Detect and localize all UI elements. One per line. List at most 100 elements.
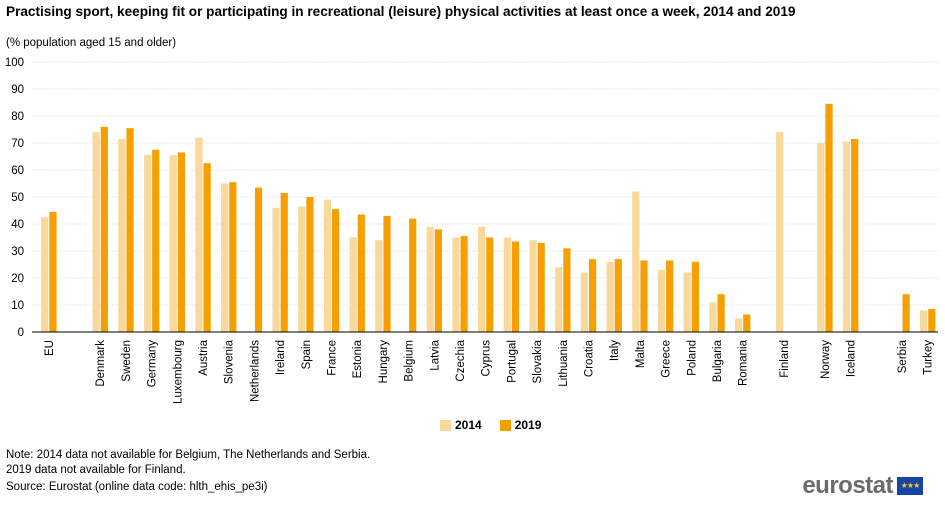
bar-2014-iceland [842,141,851,332]
y-tick-label: 50 [11,192,24,204]
bar-2014-denmark [92,132,100,332]
bar-2014-turkey [920,310,928,332]
legend-item-2014: 2014 [440,418,482,432]
bar-2019-ireland [280,192,288,332]
y-tick-label: 100 [5,57,24,69]
x-tick-label: Slovakia [532,339,544,383]
x-tick-label: Luxembourg [172,340,184,404]
bar-2014-hungary [375,240,383,332]
bar-2019-slovenia [229,182,237,332]
bar-2019-romania [743,314,751,332]
y-tick-label: 30 [11,246,24,258]
bar-2014-germany [143,155,152,332]
y-tick-label: 80 [11,111,24,123]
bar-2019-norway [825,103,833,332]
bar-2014-lithuania [555,267,563,332]
bar-2014-luxembourg [169,155,177,332]
x-tick-label: Poland [686,340,698,376]
x-tick-label: Malta [635,339,647,368]
y-tick-label: 20 [11,273,24,285]
x-axis-labels: EU Denmark Sweden Germany Luxembourg Austria S… [44,339,935,404]
bar-2019-france [332,209,340,332]
x-tick-label: Sweden [121,340,133,382]
bar-2014-bulgaria [709,302,717,332]
x-tick-label: Romania [738,339,750,386]
eu-flag-icon: ★★★ [897,477,923,495]
y-tick-label: 10 [11,300,24,312]
legend-swatch-2019 [499,419,511,431]
bar-2014-croatia [580,272,589,332]
y-tick-label: 70 [11,138,24,150]
bar-2019-hungary [383,215,391,332]
x-tick-label: Denmark [95,340,107,387]
x-tick-label: Lithuania [558,339,570,386]
bar-2019-bulgaria [717,294,725,332]
x-tick-label: Spain [301,340,313,369]
notes: Note: 2014 data not available for Belgiu… [6,448,370,478]
bar-2019-portugal [511,241,520,332]
bar-2014-portugal [503,237,511,332]
bar-2019-eu [49,211,57,332]
bar-2014-norway [817,143,825,332]
x-tick-label: Turkey [923,340,935,375]
bar-2014-cyprus [478,226,486,332]
x-tick-label: Norway [820,340,832,379]
legend-item-2019: 2019 [499,418,542,432]
bar-2019-belgium [409,218,417,332]
x-tick-label: Latvia [429,339,441,370]
x-tick-label: Netherlands [249,340,261,402]
bar-2014-greece [657,269,666,332]
source-text: Source: Eurostat (online data code: hlth… [6,481,268,493]
bar-2019-denmark [100,126,108,332]
bar-2014-austria [195,137,203,332]
bar-2019-italy [614,259,622,332]
x-tick-label: Cyprus [481,340,493,377]
x-tick-label: Slovenia [224,339,236,384]
legend-label-2014: 2014 [455,418,482,432]
bar-2019-greece [666,260,674,332]
x-tick-label: Finland [779,340,791,378]
bar-2014-spain [298,206,306,332]
chart-subtitle: (% population aged 15 and older) [6,37,177,49]
y-axis-ticks: 0 10 20 30 40 50 60 70 80 90 100 [5,57,24,339]
bar-chart: 0 10 20 30 40 50 60 70 80 90 100 EU Denmark Sweden Ge… [5,57,938,404]
bar-2019-sweden [126,128,134,332]
x-tick-label: Czechia [455,339,467,381]
bar-2019-czechia [460,236,468,332]
note-line: 2019 data not available for Finland. [6,464,186,476]
bar-2019-latvia [434,229,443,332]
y-tick-label: 90 [11,84,24,96]
bar-2014-slovenia [221,183,229,332]
x-tick-label: Germany [147,340,159,388]
bar-2019-turkey [928,309,936,332]
bar-2014-slovakia [529,240,537,332]
bar-2014-poland [683,272,691,332]
bar-2019-cyprus [486,237,494,332]
bar-2019-iceland [851,138,859,332]
bar-2014-france [323,199,332,332]
bar-2019-malta [640,260,648,332]
x-tick-label: Serbia [897,339,909,373]
legend-swatch-2014 [440,419,451,431]
legend-label-2019: 2019 [514,418,542,432]
bar-2014-finland [776,132,784,332]
bar-2019-netherlands [254,187,263,332]
y-tick-label: 40 [11,219,24,231]
x-tick-label: Iceland [846,340,858,377]
chart-title: Practising sport, keeping fit or partici… [6,4,796,19]
x-tick-label: France [327,340,339,376]
legend: 2014 2019 [440,418,541,432]
bar-2014-romania [734,318,743,332]
x-tick-label: Hungary [378,340,390,384]
bar-2019-slovakia [537,242,545,332]
bar-2014-malta [632,191,640,332]
bar-2019-austria [203,163,211,332]
bars [41,103,936,332]
bar-2019-luxembourg [177,152,186,332]
bar-2019-spain [306,197,314,332]
x-tick-label: Austria [198,339,210,375]
x-tick-label: Estonia [352,339,364,378]
bar-2019-lithuania [563,248,571,332]
bar-2014-italy [606,261,614,332]
note-line: Note: 2014 data not available for Belgiu… [6,449,371,461]
